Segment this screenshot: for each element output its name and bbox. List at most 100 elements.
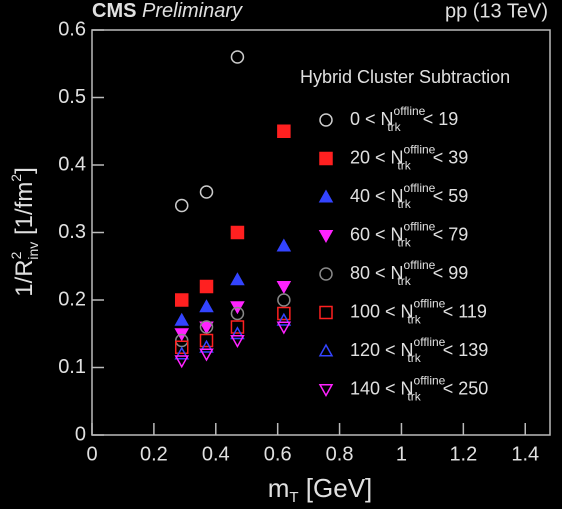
legend-sup: offline bbox=[414, 297, 446, 311]
legend-sup: offline bbox=[404, 181, 436, 195]
legend-lower: 140 < bbox=[350, 378, 396, 398]
data-point bbox=[199, 348, 214, 362]
legend-upper: < 19 bbox=[423, 109, 459, 129]
data-point bbox=[174, 346, 190, 360]
legend-upper: < 59 bbox=[433, 186, 469, 206]
legend-var: N bbox=[401, 378, 414, 398]
energy-label: pp (13 TeV) bbox=[445, 0, 548, 22]
legend-entry: 80 < Noffline trk < 99 bbox=[350, 258, 468, 288]
legend-entry: 140 < Noffline trk < 250 bbox=[350, 374, 488, 404]
legend-var: N bbox=[391, 224, 404, 244]
legend-sup: offline bbox=[404, 258, 436, 272]
legend-marker bbox=[319, 151, 333, 166]
x-tick-label: 1 bbox=[396, 443, 407, 465]
data-point bbox=[199, 279, 214, 294]
legend-upper: < 39 bbox=[433, 147, 469, 167]
x-tick-label: 0.8 bbox=[326, 443, 354, 465]
x-tick-label: 0 bbox=[86, 443, 97, 465]
x-tick-label: 1.4 bbox=[511, 443, 539, 465]
data-point bbox=[199, 320, 214, 334]
x-axis-label: mT [GeV] bbox=[268, 473, 373, 506]
legend-entry: 120 < Noffline trk < 139 bbox=[350, 335, 488, 365]
y-tick-label: 0.2 bbox=[58, 288, 86, 310]
legend-sup: offline bbox=[414, 374, 446, 388]
data-point bbox=[199, 339, 214, 353]
x-tick-label: 0.2 bbox=[140, 443, 168, 465]
data-point bbox=[199, 333, 214, 348]
data-point bbox=[174, 340, 189, 354]
legend-marker bbox=[318, 343, 334, 357]
x-tick-label: 0.6 bbox=[264, 443, 292, 465]
data-point bbox=[277, 293, 291, 307]
legend-var: N bbox=[381, 109, 394, 129]
legend-lower: 40 < bbox=[350, 186, 386, 206]
legend-sub: trk bbox=[407, 313, 421, 327]
legend-upper: < 119 bbox=[443, 301, 487, 321]
legend-lower: 100 < bbox=[350, 301, 396, 321]
legend-sup: offline bbox=[404, 143, 436, 157]
legend-title: Hybrid Cluster Subtraction bbox=[300, 67, 510, 87]
y-tick-label: 0.1 bbox=[58, 356, 86, 378]
data-point bbox=[174, 312, 190, 326]
legend-entry: 0 < Noffline trk < 19 bbox=[350, 104, 458, 134]
data-point bbox=[230, 50, 245, 64]
legend-marker bbox=[319, 267, 333, 281]
legend-upper: < 79 bbox=[433, 224, 469, 244]
legend-var: N bbox=[391, 263, 404, 283]
legend-entry: 40 < Noffline trk < 59 bbox=[350, 181, 468, 211]
legend-entry: 20 < Noffline trk < 39 bbox=[350, 143, 468, 173]
data-point bbox=[199, 185, 214, 199]
data-point bbox=[277, 306, 291, 321]
legend-sup: offline bbox=[414, 335, 446, 349]
data-point bbox=[230, 320, 245, 334]
legend-sub: trk bbox=[397, 236, 411, 250]
legend-sub: trk bbox=[387, 120, 401, 134]
y-tick-label: 0 bbox=[75, 423, 86, 445]
data-point bbox=[230, 306, 245, 321]
data-point bbox=[199, 321, 214, 335]
legend-lower: 0 < bbox=[350, 109, 376, 129]
legend-sup: offline bbox=[404, 220, 436, 234]
legend-var: N bbox=[391, 186, 404, 206]
legend-sub: trk bbox=[397, 274, 411, 288]
legend-sub: trk bbox=[407, 351, 421, 365]
legend-upper: < 99 bbox=[433, 263, 469, 283]
legend-var: N bbox=[401, 301, 414, 321]
y-tick-label: 0.5 bbox=[58, 86, 86, 108]
y-tick-label: 0.6 bbox=[58, 18, 86, 40]
data-point bbox=[230, 272, 245, 286]
legend-entry: 100 < Noffline trk < 119 bbox=[350, 297, 487, 327]
legend-upper: < 139 bbox=[443, 340, 489, 360]
legend-sub: trk bbox=[397, 159, 411, 173]
data-point bbox=[276, 321, 292, 335]
legend-sub: trk bbox=[407, 390, 421, 404]
legend-var: N bbox=[401, 340, 414, 360]
data-point bbox=[230, 326, 245, 340]
y-tick-label: 0.4 bbox=[58, 153, 86, 175]
data-point bbox=[276, 312, 292, 326]
legend-lower: 80 < bbox=[350, 263, 386, 283]
data-point bbox=[174, 293, 189, 307]
data-point bbox=[174, 198, 189, 213]
legend-marker bbox=[318, 189, 334, 203]
data-point bbox=[277, 124, 291, 138]
data-point bbox=[174, 355, 190, 369]
legend-sub: trk bbox=[397, 197, 411, 211]
data-point bbox=[276, 280, 292, 295]
legend-lower: 120 < bbox=[350, 340, 396, 360]
legend-marker bbox=[319, 113, 333, 127]
legend-marker bbox=[318, 383, 334, 398]
legend-entry: 60 < Noffline trk < 79 bbox=[350, 220, 468, 250]
data-point bbox=[276, 238, 292, 252]
legend-upper: < 250 bbox=[443, 378, 489, 398]
legend-marker bbox=[318, 229, 334, 244]
data-point bbox=[230, 334, 245, 349]
legend-marker bbox=[319, 305, 333, 320]
legend-sup: offline bbox=[394, 104, 426, 118]
legend-var: N bbox=[391, 147, 404, 167]
y-axis-label: 1/R2inv [1/fm2] bbox=[8, 167, 41, 297]
legend-lower: 60 < bbox=[350, 224, 386, 244]
x-tick-label: 1.2 bbox=[449, 443, 477, 465]
